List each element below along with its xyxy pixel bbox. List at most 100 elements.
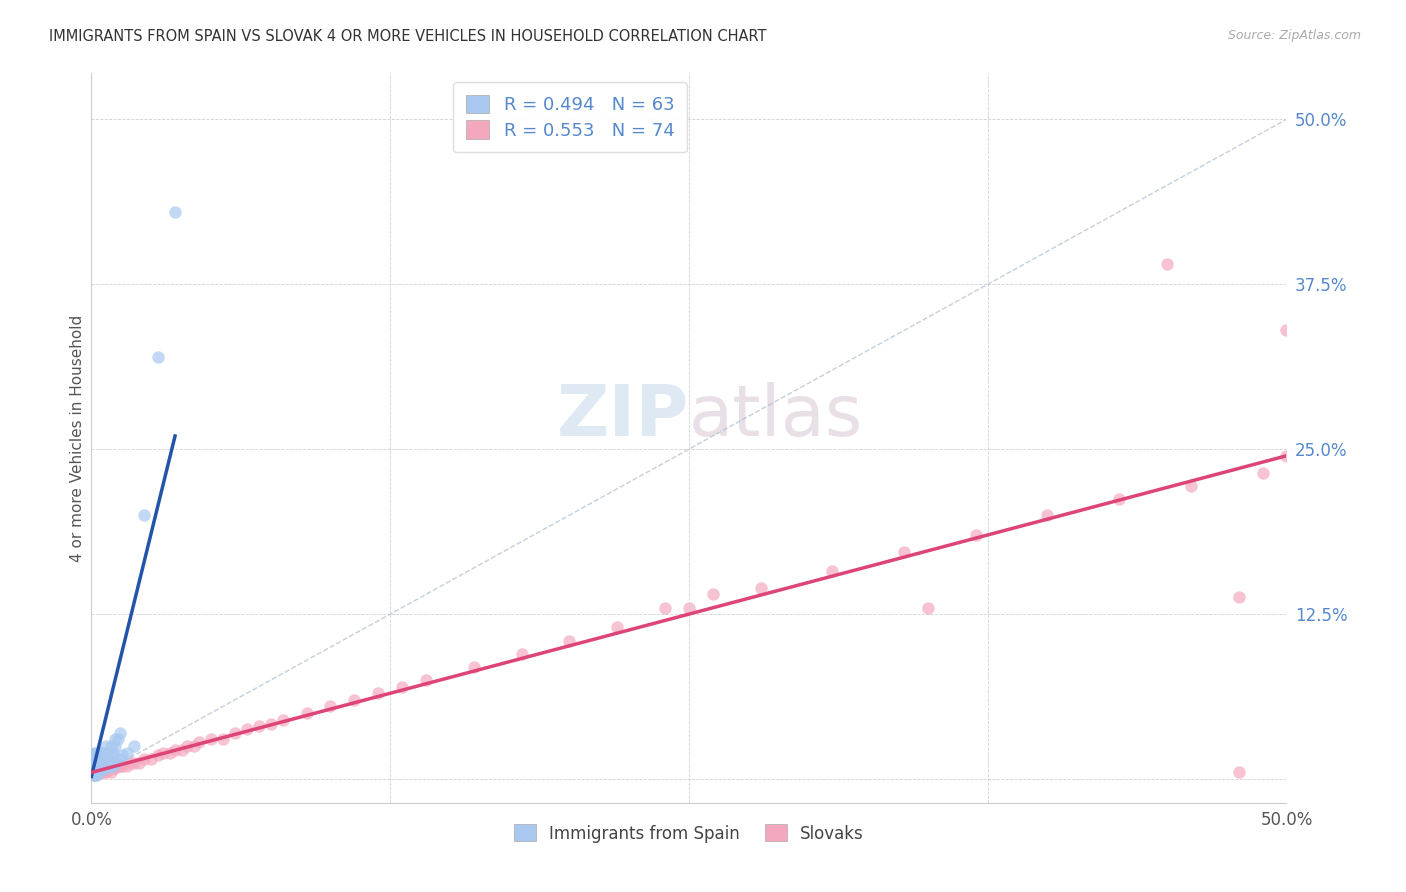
Text: ZIP: ZIP <box>557 382 689 450</box>
Point <box>1156 257 1178 271</box>
Point <box>965 528 987 542</box>
Point <box>84 768 107 782</box>
Point <box>83 752 105 766</box>
Point <box>87 762 110 776</box>
Point <box>172 743 194 757</box>
Point <box>90 759 112 773</box>
Text: atlas: atlas <box>689 382 863 450</box>
Y-axis label: 4 or more Vehicles in Household: 4 or more Vehicles in Household <box>70 314 84 562</box>
Point <box>118 756 141 771</box>
Point <box>821 564 844 578</box>
Point <box>152 746 174 760</box>
Point <box>247 719 270 733</box>
Point <box>124 739 146 753</box>
Point <box>1180 479 1202 493</box>
Point <box>104 762 127 776</box>
Point <box>94 748 117 763</box>
Point <box>104 739 127 753</box>
Point <box>93 762 114 776</box>
Point <box>1036 508 1059 523</box>
Point <box>83 762 105 776</box>
Point <box>415 673 437 687</box>
Point <box>84 765 107 780</box>
Point <box>107 732 129 747</box>
Point <box>87 765 110 780</box>
Point <box>295 706 318 720</box>
Text: Source: ZipAtlas.com: Source: ZipAtlas.com <box>1227 29 1361 42</box>
Point <box>84 765 107 780</box>
Point <box>87 746 110 760</box>
Point <box>367 686 389 700</box>
Point <box>211 732 233 747</box>
Point <box>87 762 110 776</box>
Point <box>654 600 676 615</box>
Point <box>101 746 124 760</box>
Point <box>84 765 107 780</box>
Point <box>111 759 134 773</box>
Point <box>159 746 181 760</box>
Text: IMMIGRANTS FROM SPAIN VS SLOVAK 4 OR MORE VEHICLES IN HOUSEHOLD CORRELATION CHAR: IMMIGRANTS FROM SPAIN VS SLOVAK 4 OR MOR… <box>49 29 766 44</box>
Point <box>678 600 700 615</box>
Point <box>87 752 110 766</box>
Point <box>104 732 127 747</box>
Point <box>1275 449 1298 463</box>
Point <box>90 762 112 776</box>
Point <box>87 765 110 780</box>
Point <box>128 756 150 771</box>
Point <box>87 759 110 773</box>
Point <box>83 765 105 780</box>
Point <box>224 726 246 740</box>
Point <box>97 762 120 776</box>
Point <box>124 756 146 771</box>
Point <box>101 759 124 773</box>
Point <box>84 752 107 766</box>
Point <box>94 762 117 776</box>
Point <box>319 699 342 714</box>
Point <box>893 545 915 559</box>
Point <box>463 660 485 674</box>
Point <box>84 765 107 780</box>
Point <box>84 768 107 782</box>
Point <box>100 759 122 773</box>
Point <box>115 759 138 773</box>
Point <box>271 713 294 727</box>
Point <box>163 743 186 757</box>
Point <box>111 748 134 763</box>
Point <box>83 768 105 782</box>
Point <box>83 768 105 782</box>
Point <box>90 752 112 766</box>
Point <box>93 746 114 760</box>
Point <box>108 752 131 766</box>
Point <box>94 756 117 771</box>
Point <box>83 765 105 780</box>
Point <box>84 746 107 760</box>
Point <box>94 762 117 776</box>
Point <box>187 735 211 749</box>
Point <box>1275 323 1298 337</box>
Point <box>148 350 170 364</box>
Point <box>100 748 122 763</box>
Point <box>100 765 122 780</box>
Point <box>84 765 107 780</box>
Point <box>1227 765 1250 780</box>
Point <box>90 762 112 776</box>
Point <box>917 600 939 615</box>
Point <box>100 762 122 776</box>
Point <box>83 765 105 780</box>
Point <box>83 765 105 780</box>
Point <box>391 680 413 694</box>
Point <box>108 726 131 740</box>
Point <box>1108 492 1130 507</box>
Point <box>83 765 105 780</box>
Point <box>510 647 533 661</box>
Point <box>101 762 124 776</box>
Point <box>90 746 112 760</box>
Point <box>84 759 107 773</box>
Point <box>93 765 114 780</box>
Point <box>84 759 107 773</box>
Point <box>83 746 105 760</box>
Point <box>84 762 107 776</box>
Point <box>343 693 366 707</box>
Point <box>97 752 120 766</box>
Point <box>83 759 105 773</box>
